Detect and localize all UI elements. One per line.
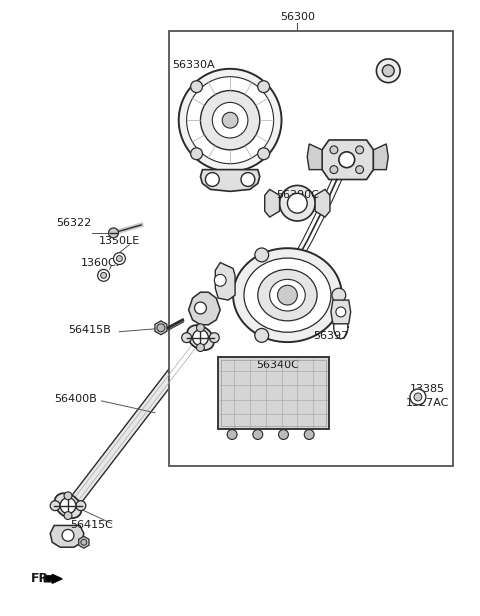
Circle shape: [101, 272, 107, 278]
Circle shape: [383, 65, 394, 77]
Circle shape: [81, 539, 87, 545]
Ellipse shape: [270, 279, 305, 311]
Circle shape: [157, 324, 165, 332]
Polygon shape: [216, 262, 235, 300]
Polygon shape: [301, 86, 384, 225]
Polygon shape: [65, 334, 205, 511]
Polygon shape: [201, 169, 260, 192]
Circle shape: [255, 248, 269, 262]
Circle shape: [414, 393, 422, 401]
Circle shape: [336, 307, 346, 317]
Circle shape: [209, 333, 219, 342]
Circle shape: [304, 429, 314, 439]
Circle shape: [330, 146, 338, 154]
Circle shape: [205, 172, 219, 187]
Text: FR.: FR.: [30, 572, 54, 585]
Text: 56322: 56322: [56, 218, 92, 228]
Circle shape: [376, 59, 400, 83]
Circle shape: [191, 148, 203, 160]
Polygon shape: [189, 292, 220, 325]
Circle shape: [62, 529, 74, 541]
Text: 56415C: 56415C: [70, 521, 113, 530]
Circle shape: [179, 69, 281, 172]
Text: 56397: 56397: [313, 331, 348, 341]
Circle shape: [191, 81, 203, 92]
Circle shape: [108, 228, 119, 238]
Circle shape: [356, 146, 363, 154]
Circle shape: [279, 185, 315, 221]
Polygon shape: [315, 189, 330, 217]
Text: 56330A: 56330A: [172, 60, 215, 70]
Ellipse shape: [187, 325, 214, 350]
FancyArrow shape: [44, 574, 62, 583]
Circle shape: [187, 77, 274, 164]
Circle shape: [192, 330, 208, 346]
Polygon shape: [264, 189, 279, 217]
Ellipse shape: [244, 258, 331, 332]
Bar: [218, 357, 329, 429]
Circle shape: [117, 256, 122, 262]
Bar: [221, 360, 326, 426]
Text: 56340C: 56340C: [256, 360, 299, 370]
Circle shape: [222, 112, 238, 128]
Circle shape: [288, 193, 307, 213]
Text: 13385: 13385: [410, 384, 445, 394]
Circle shape: [182, 333, 192, 342]
Circle shape: [212, 102, 248, 138]
Circle shape: [60, 498, 76, 514]
Text: 56415B: 56415B: [68, 325, 111, 334]
Circle shape: [410, 389, 426, 405]
Circle shape: [64, 512, 72, 519]
Circle shape: [64, 492, 72, 500]
Text: 56300: 56300: [280, 12, 315, 22]
Circle shape: [277, 285, 297, 305]
Circle shape: [258, 81, 270, 92]
Circle shape: [113, 253, 125, 264]
Polygon shape: [155, 321, 167, 334]
Ellipse shape: [55, 493, 82, 518]
Circle shape: [76, 501, 86, 511]
Circle shape: [356, 166, 363, 174]
Circle shape: [241, 172, 255, 187]
Text: 56390C: 56390C: [276, 190, 319, 200]
Polygon shape: [79, 537, 89, 548]
Circle shape: [253, 429, 263, 439]
Circle shape: [50, 501, 60, 511]
Circle shape: [196, 324, 204, 332]
Ellipse shape: [258, 269, 317, 321]
Circle shape: [227, 429, 237, 439]
Polygon shape: [331, 300, 351, 324]
Circle shape: [258, 148, 270, 160]
Circle shape: [97, 269, 109, 282]
Text: 1350LE: 1350LE: [99, 236, 140, 246]
Circle shape: [278, 429, 288, 439]
Text: 1360CF: 1360CF: [81, 257, 123, 267]
Polygon shape: [373, 144, 388, 169]
Text: 56400B: 56400B: [55, 394, 97, 404]
Bar: [169, 31, 453, 466]
Polygon shape: [322, 140, 373, 179]
Circle shape: [214, 274, 226, 286]
Circle shape: [201, 91, 260, 150]
Text: 1327AC: 1327AC: [406, 398, 449, 408]
Circle shape: [332, 288, 346, 302]
Polygon shape: [50, 525, 84, 547]
Polygon shape: [307, 144, 322, 169]
Circle shape: [194, 302, 206, 314]
Circle shape: [330, 166, 338, 174]
Circle shape: [339, 152, 355, 168]
Circle shape: [196, 344, 204, 352]
Ellipse shape: [233, 248, 342, 342]
Circle shape: [255, 328, 269, 342]
